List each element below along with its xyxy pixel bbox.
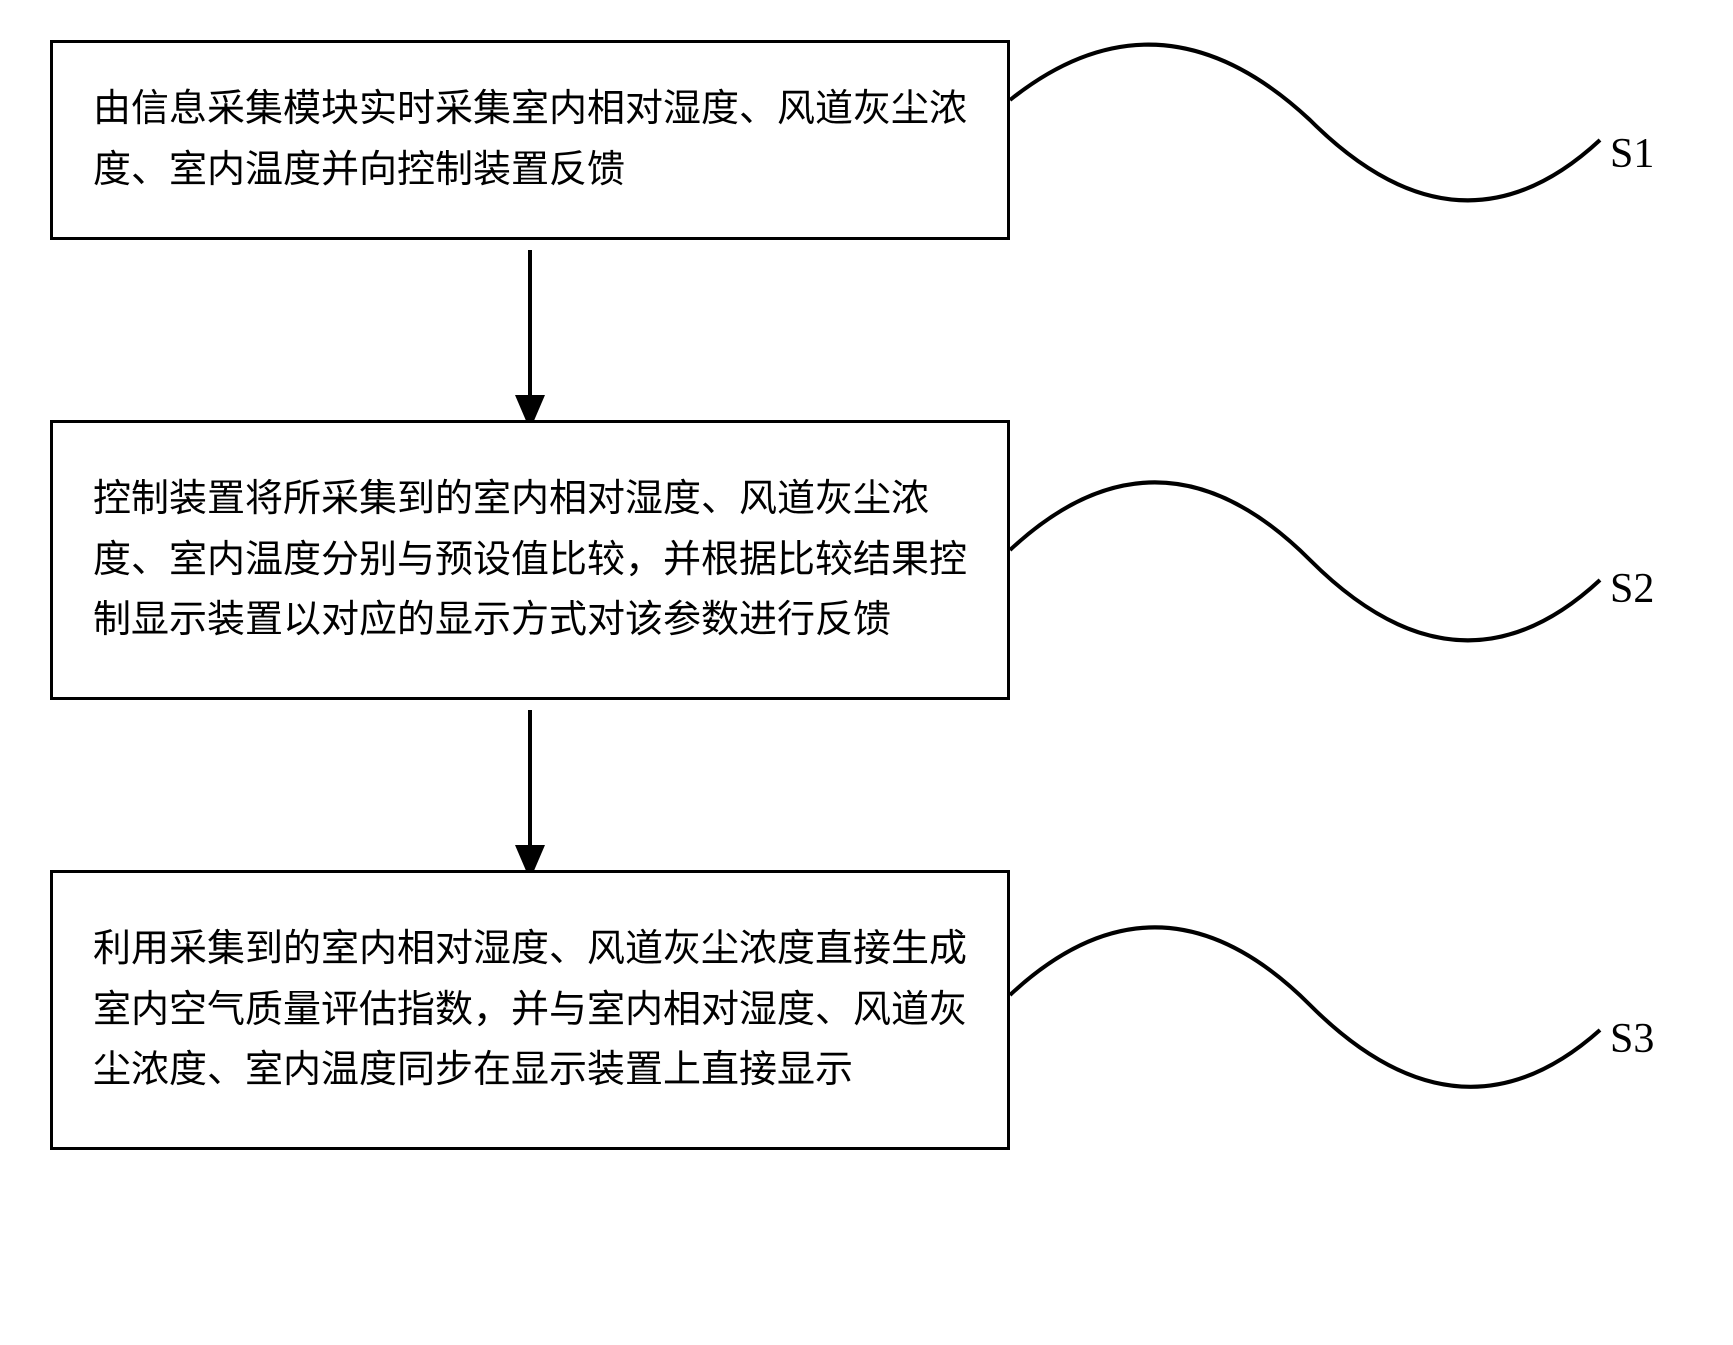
arrow-icon-2 <box>500 710 560 880</box>
step-label-s2: S2 <box>1610 565 1654 613</box>
wavy-connector-s2 <box>1010 450 1610 705</box>
arrow-1 <box>50 240 1010 440</box>
step-label-s3: S3 <box>1610 1015 1654 1063</box>
step-text-s3: 利用采集到的室内相对湿度、风道灰尘浓度直接生成室内空气质量评估指数，并与室内相对… <box>93 919 967 1101</box>
wavy-connector-s1 <box>1010 20 1610 275</box>
step-text-s1: 由信息采集模块实时采集室内相对湿度、风道灰尘浓度、室内温度并向控制装置反馈 <box>93 79 967 201</box>
step-box-s2: 控制装置将所采集到的室内相对湿度、风道灰尘浓度、室内温度分别与预设值比较，并根据… <box>50 420 1010 700</box>
step-label-s1: S1 <box>1610 130 1654 178</box>
step-box-s1: 由信息采集模块实时采集室内相对湿度、风道灰尘浓度、室内温度并向控制装置反馈 <box>50 40 1010 240</box>
arrow-2 <box>50 700 1010 890</box>
arrow-icon-1 <box>500 250 560 430</box>
step-text-s2: 控制装置将所采集到的室内相对湿度、风道灰尘浓度、室内温度分别与预设值比较，并根据… <box>93 469 967 651</box>
step-box-s3: 利用采集到的室内相对湿度、风道灰尘浓度直接生成室内空气质量评估指数，并与室内相对… <box>50 870 1010 1150</box>
wavy-connector-s3 <box>1010 895 1610 1150</box>
